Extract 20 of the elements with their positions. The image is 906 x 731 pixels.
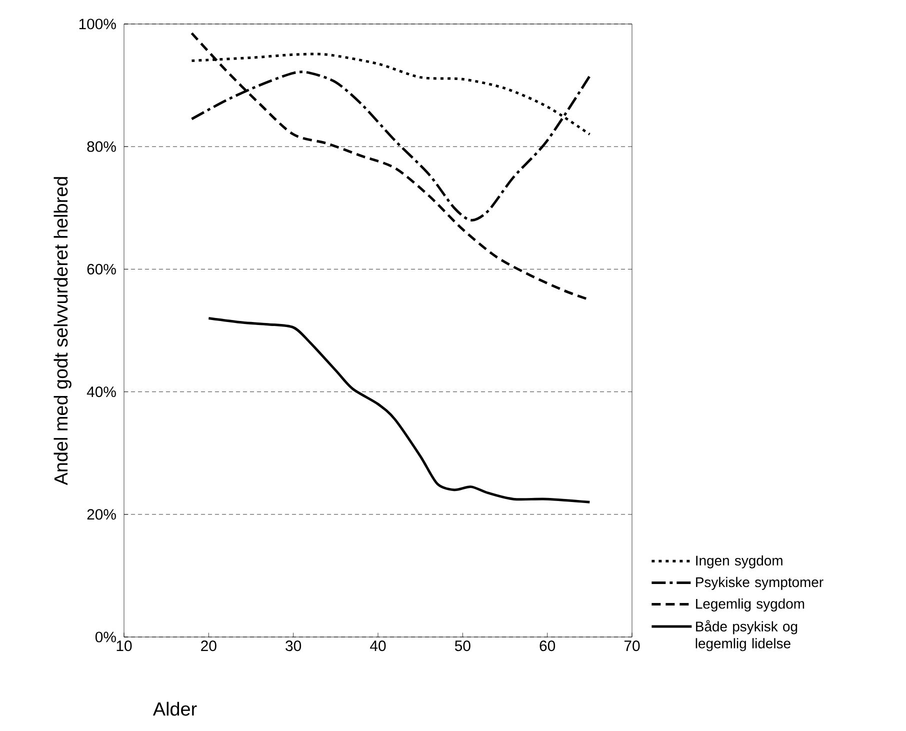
x-tick-label: 20 (201, 640, 216, 652)
y-tick-label: 0% (95, 632, 116, 642)
y-axis-title: Andel med godt selvvurderet helbred (54, 177, 72, 486)
y-tick-label: 20% (87, 509, 116, 520)
legend-label: Psykiske symptomer (696, 576, 824, 590)
x-tick-label: 60 (540, 640, 556, 652)
legend-label: Ingen sygdom (696, 555, 782, 568)
line-series (207, 316, 591, 504)
y-tick-label: 60% (87, 264, 116, 274)
legend-label: Både psykisk og legemlig lidelse (696, 620, 798, 652)
x-tick-label: 40 (370, 640, 386, 652)
y-tick-label: 100% (79, 18, 116, 30)
x-axis-title: Alder (152, 702, 197, 716)
y-tick-label: 80% (87, 141, 116, 152)
x-tick-label: 30 (286, 640, 302, 652)
x-tick-label: 10 (116, 640, 132, 652)
y-tick-label: 40% (86, 386, 116, 398)
x-tick-label: 50 (454, 640, 470, 652)
legend-label: Legemlig sygdom (696, 598, 804, 612)
x-tick-label: 70 (624, 640, 640, 652)
